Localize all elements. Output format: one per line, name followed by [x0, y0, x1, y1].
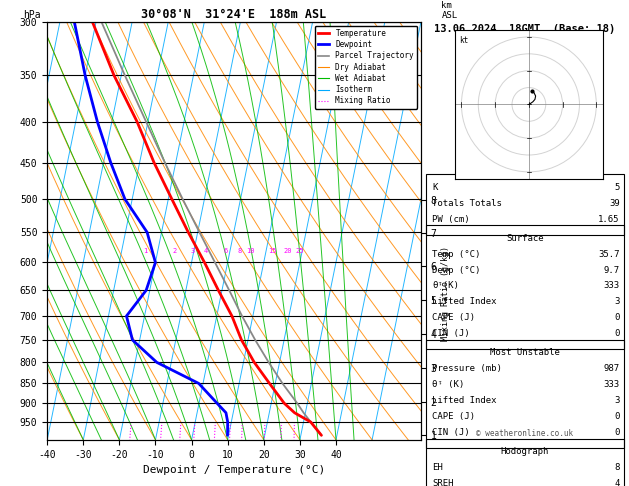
Text: 333: 333 [604, 380, 620, 389]
Text: 1.65: 1.65 [598, 214, 620, 224]
Text: © weatheronline.co.uk: © weatheronline.co.uk [476, 429, 574, 438]
Text: 0: 0 [615, 412, 620, 421]
Text: 6: 6 [223, 248, 227, 254]
Text: 3: 3 [615, 396, 620, 405]
Text: SREH: SREH [432, 479, 454, 486]
Text: CAPE (J): CAPE (J) [432, 412, 475, 421]
Text: Hodograph: Hodograph [501, 447, 549, 456]
Text: θᵎ(K): θᵎ(K) [432, 281, 459, 291]
Text: 8: 8 [237, 248, 242, 254]
Text: 20: 20 [283, 248, 292, 254]
Text: 15: 15 [268, 248, 276, 254]
Text: 2: 2 [172, 248, 177, 254]
Text: θᵎ (K): θᵎ (K) [432, 380, 464, 389]
Text: PW (cm): PW (cm) [432, 214, 469, 224]
Text: 4: 4 [615, 479, 620, 486]
Text: 987: 987 [604, 364, 620, 373]
Text: 13.06.2024  18GMT  (Base: 18): 13.06.2024 18GMT (Base: 18) [434, 24, 615, 34]
Legend: Temperature, Dewpoint, Parcel Trajectory, Dry Adiabat, Wet Adiabat, Isotherm, Mi: Temperature, Dewpoint, Parcel Trajectory… [315, 26, 417, 108]
Bar [426, 226, 624, 349]
Text: Dewp (°C): Dewp (°C) [432, 265, 481, 275]
Text: 39: 39 [609, 199, 620, 208]
Text: Totals Totals: Totals Totals [432, 199, 502, 208]
Text: CAPE (J): CAPE (J) [432, 313, 475, 322]
Text: Lifted Index: Lifted Index [432, 297, 496, 306]
Text: 10: 10 [247, 248, 255, 254]
Text: 3: 3 [191, 248, 195, 254]
Text: 25: 25 [296, 248, 304, 254]
Text: Mixing Ratio (g/kg): Mixing Ratio (g/kg) [442, 246, 450, 341]
Text: 4: 4 [204, 248, 208, 254]
Text: EH: EH [432, 463, 443, 472]
Text: 3: 3 [615, 297, 620, 306]
Title: 30°08'N  31°24'E  188m ASL: 30°08'N 31°24'E 188m ASL [142, 8, 326, 21]
Bar [426, 340, 624, 448]
Text: 0: 0 [615, 329, 620, 338]
Text: CIN (J): CIN (J) [432, 428, 469, 437]
Text: Pressure (mb): Pressure (mb) [432, 364, 502, 373]
Text: CIN (J): CIN (J) [432, 329, 469, 338]
Text: 0: 0 [615, 313, 620, 322]
Bar [426, 438, 624, 486]
Text: Lifted Index: Lifted Index [432, 396, 496, 405]
Text: Temp (°C): Temp (°C) [432, 250, 481, 259]
Text: 5: 5 [615, 183, 620, 192]
Text: 9.7: 9.7 [604, 265, 620, 275]
Text: Surface: Surface [506, 234, 543, 243]
Text: 8: 8 [615, 463, 620, 472]
Text: 1: 1 [143, 248, 148, 254]
Bar [426, 174, 624, 235]
Text: K: K [432, 183, 437, 192]
Text: hPa: hPa [23, 10, 40, 20]
Text: 333: 333 [604, 281, 620, 291]
X-axis label: Dewpoint / Temperature (°C): Dewpoint / Temperature (°C) [143, 465, 325, 475]
Text: km
ASL: km ASL [442, 1, 458, 20]
Text: Most Unstable: Most Unstable [490, 348, 560, 357]
Text: 35.7: 35.7 [598, 250, 620, 259]
Text: 0: 0 [615, 428, 620, 437]
